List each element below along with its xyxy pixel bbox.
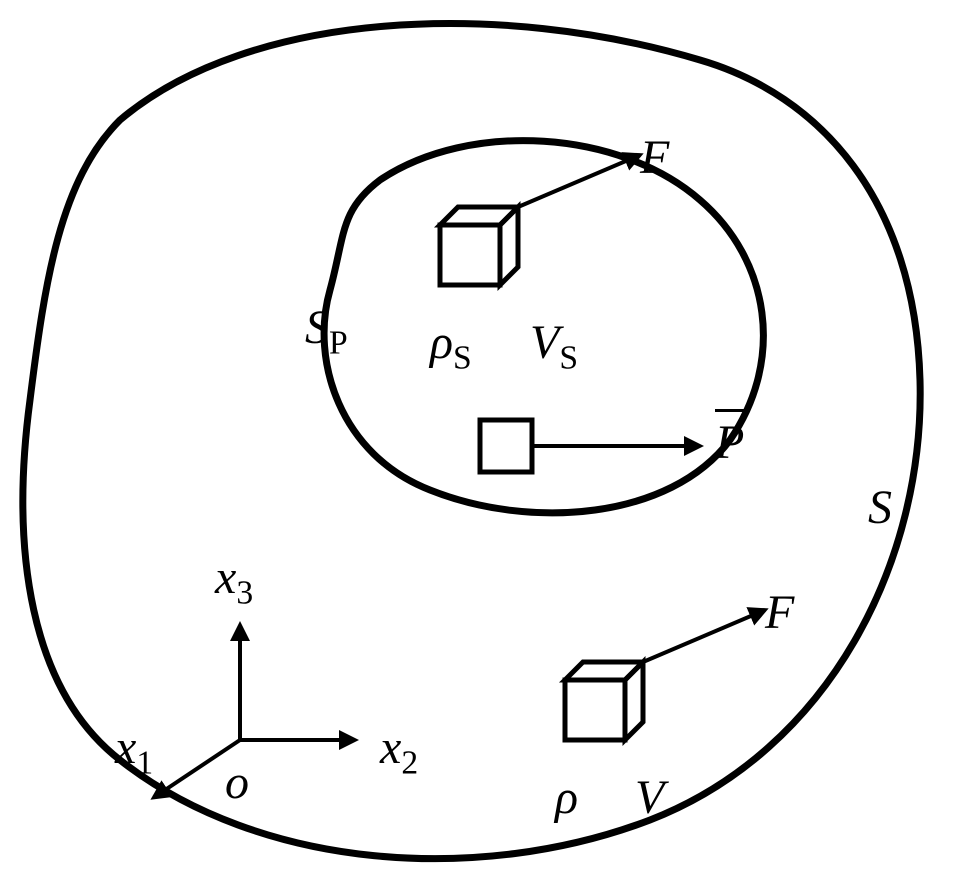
cube-top-force-arrow bbox=[518, 155, 640, 207]
cube-top-side bbox=[500, 207, 518, 285]
label-x1: x1 bbox=[115, 720, 153, 783]
cube-top bbox=[440, 225, 500, 285]
square-p bbox=[480, 420, 532, 472]
cube-bottom bbox=[565, 680, 625, 740]
label-S: S bbox=[868, 480, 892, 535]
outer-region bbox=[23, 24, 920, 859]
label-cube-0-0: ρS bbox=[430, 315, 472, 378]
label-cube-0-1: VS bbox=[530, 315, 578, 378]
label-origin: o bbox=[225, 755, 249, 810]
label-cube-1-0: ρ bbox=[555, 770, 578, 825]
label-F-0: F bbox=[640, 130, 669, 185]
label-x2: x2 bbox=[380, 720, 418, 783]
label-Sp: SP bbox=[305, 300, 348, 363]
cube-bottom-side bbox=[625, 662, 643, 740]
label-cube-1-1: V bbox=[635, 770, 664, 825]
label-F-1: F bbox=[765, 585, 794, 640]
cube-bottom-force-arrow bbox=[643, 610, 765, 662]
label-Pbar: P bbox=[715, 415, 744, 470]
label-x3: x3 bbox=[215, 550, 253, 613]
